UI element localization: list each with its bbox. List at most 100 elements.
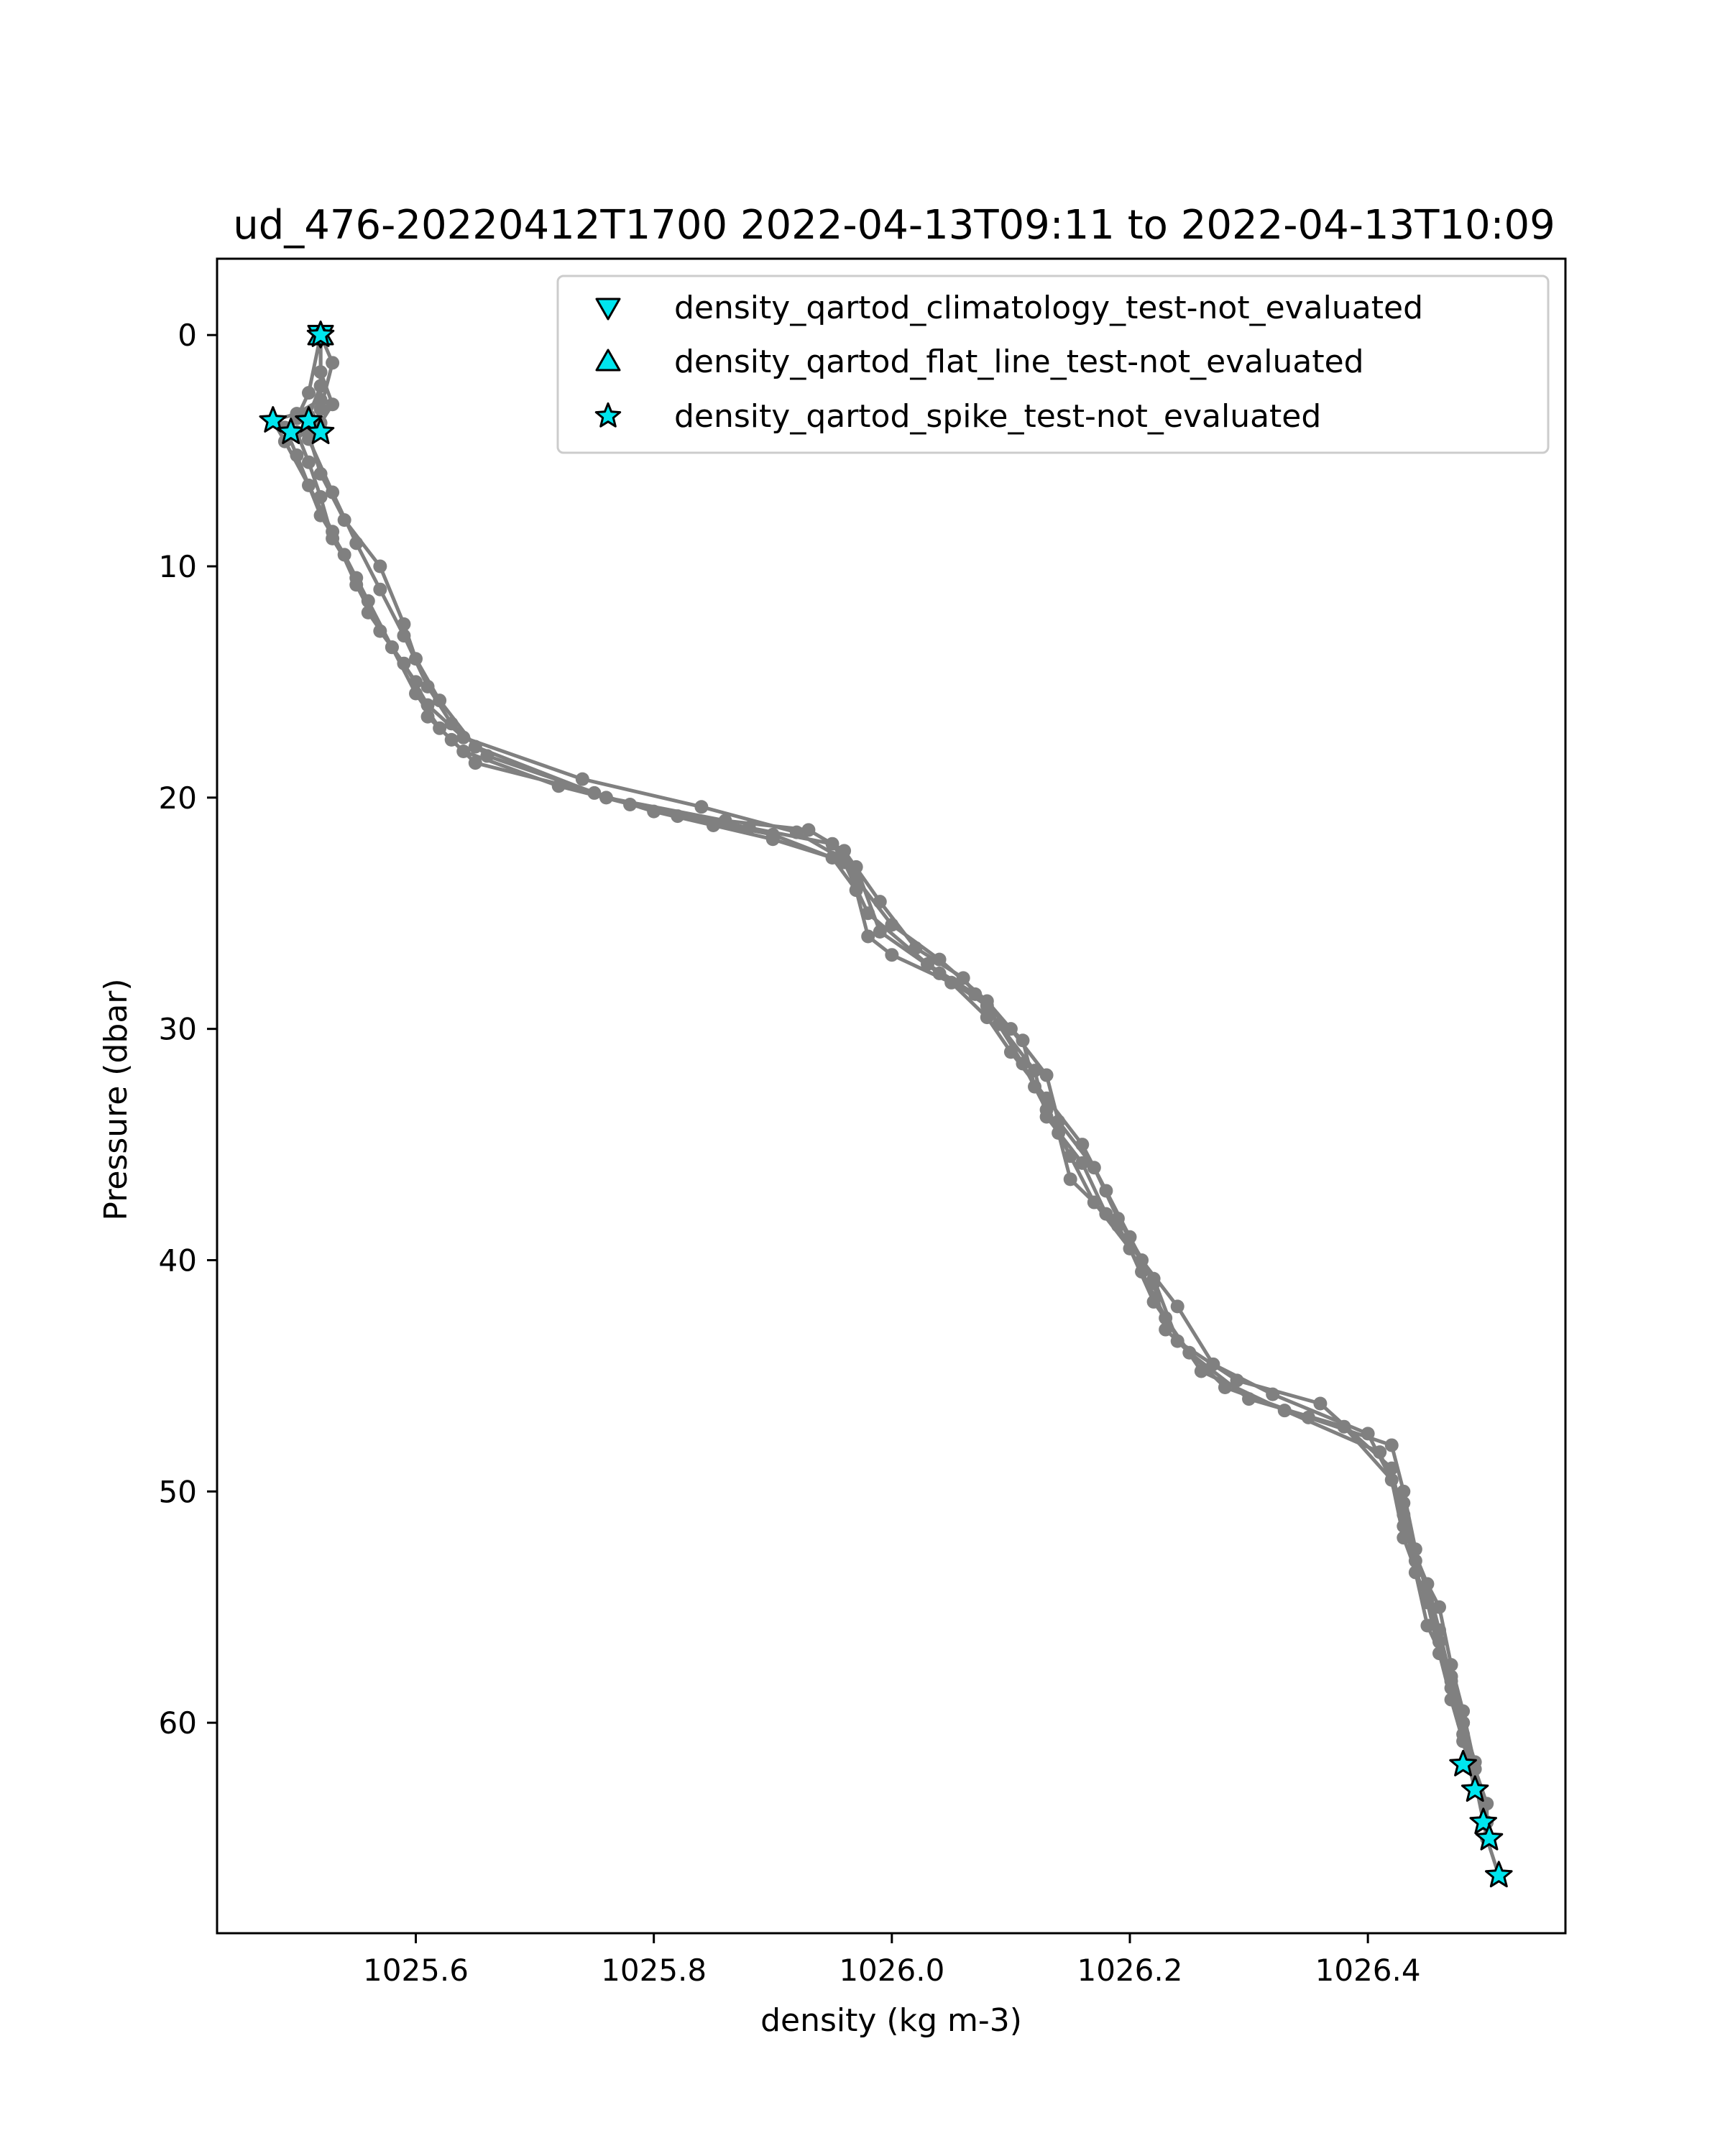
profile-point <box>932 952 947 967</box>
profile-point <box>1028 1064 1042 1078</box>
profile-point <box>444 732 459 747</box>
x-tick-label: 1026.0 <box>839 1953 944 1988</box>
profile-point <box>480 749 494 763</box>
profile-point <box>290 448 304 463</box>
profile-point <box>1123 1241 1137 1256</box>
profile-point <box>313 466 328 481</box>
profile-point <box>1266 1387 1280 1401</box>
profile-point <box>1456 1704 1471 1718</box>
profile-point <box>1444 1692 1458 1707</box>
profile-point <box>385 640 399 655</box>
y-tick-label: 30 <box>159 1012 197 1047</box>
profile-point <box>1373 1445 1387 1460</box>
profile-point <box>765 827 780 842</box>
profile-point <box>349 578 364 592</box>
profile-point <box>1384 1438 1399 1452</box>
profile-point <box>468 740 482 754</box>
profile-point <box>1397 1508 1411 1521</box>
profile-point <box>313 508 328 522</box>
profile-point <box>1087 1195 1101 1210</box>
profile-point <box>1444 1658 1458 1672</box>
profile-point <box>313 489 328 504</box>
spike-flag-marker <box>1469 1807 1497 1835</box>
profile-point <box>956 971 970 985</box>
profile-point <box>409 675 423 689</box>
profile-point <box>420 709 435 724</box>
profile-point <box>861 906 875 921</box>
profile-point <box>313 379 328 393</box>
profile-point <box>1052 1125 1066 1140</box>
profile-point <box>1397 1519 1411 1534</box>
profile-point <box>1052 1114 1066 1128</box>
profile-point <box>837 844 852 858</box>
profile-points <box>266 328 1506 1883</box>
spike-flag-marker <box>1460 1775 1489 1802</box>
profile-point <box>1444 1674 1458 1688</box>
profile-point <box>623 798 638 812</box>
profile-point <box>1039 1091 1054 1105</box>
legend-markers <box>594 298 622 428</box>
y-axis-title: Pressure (dbar) <box>98 978 134 1220</box>
legend-label-flat-line: density_qartod_flat_line_test-not_evalua… <box>674 344 1364 380</box>
profile-point <box>932 966 947 980</box>
profile-point <box>647 804 661 819</box>
profile-point <box>1099 1184 1113 1198</box>
y-tick-label: 60 <box>159 1705 197 1741</box>
profile-point <box>908 941 923 955</box>
profile-point <box>326 356 340 370</box>
profile-point <box>1361 1427 1375 1441</box>
profile-point <box>1146 1271 1161 1286</box>
profile-point <box>1397 1484 1411 1498</box>
flag-markers <box>259 321 1513 1888</box>
x-tick-label: 1026.2 <box>1077 1953 1182 1988</box>
profile-point <box>337 548 351 562</box>
profile-point <box>397 617 411 631</box>
legend-frame <box>556 275 1550 454</box>
profile-point <box>1432 1623 1446 1637</box>
spike-flag-marker <box>277 418 305 444</box>
profile-point <box>409 686 423 701</box>
profile-point <box>1016 1033 1030 1048</box>
profile-point <box>1135 1253 1149 1267</box>
profile-point <box>301 386 316 400</box>
spike-flag-marker <box>295 406 323 433</box>
profile-point <box>992 1017 1006 1031</box>
legend-marker-star <box>594 402 622 428</box>
profile-point <box>1170 1334 1184 1348</box>
profile-point <box>1408 1542 1422 1557</box>
profile-point <box>1146 1294 1161 1309</box>
x-tick-label: 1025.6 <box>363 1953 469 1988</box>
profile-point <box>599 791 613 805</box>
profile-point <box>1301 1410 1315 1424</box>
profile-point <box>944 975 959 990</box>
legend-marker-triangle-down <box>595 298 621 321</box>
profile-point <box>837 855 852 870</box>
profile-point <box>1075 1138 1090 1152</box>
profile-point <box>1456 1715 1471 1730</box>
profile-point <box>1087 1161 1101 1175</box>
profile-point <box>1420 1618 1435 1633</box>
profile-point <box>694 800 709 814</box>
x-tick-label: 1026.4 <box>1315 1953 1421 1988</box>
profile-point <box>873 925 887 939</box>
profile-point <box>1003 1045 1018 1059</box>
profile-point <box>1408 1554 1422 1568</box>
profile-point <box>849 883 863 898</box>
profile-point <box>980 994 994 1008</box>
profile-point <box>420 679 435 694</box>
profile-point <box>1420 1595 1435 1610</box>
profile-point <box>361 594 375 608</box>
profile-point <box>1384 1461 1399 1475</box>
profile-point <box>861 929 875 944</box>
profile-point <box>789 825 804 839</box>
profile-point <box>373 582 387 596</box>
profile-point <box>1099 1207 1113 1221</box>
profile-point <box>575 772 589 786</box>
profile-point <box>361 605 375 619</box>
profile-point <box>587 786 602 800</box>
profile-point <box>373 624 387 638</box>
profile-point <box>433 721 447 735</box>
profile-point <box>1337 1419 1351 1434</box>
x-axis: 1025.6 1025.8 1026.0 1026.2 1026.4 <box>363 1933 1421 1988</box>
profile-point <box>849 871 863 885</box>
